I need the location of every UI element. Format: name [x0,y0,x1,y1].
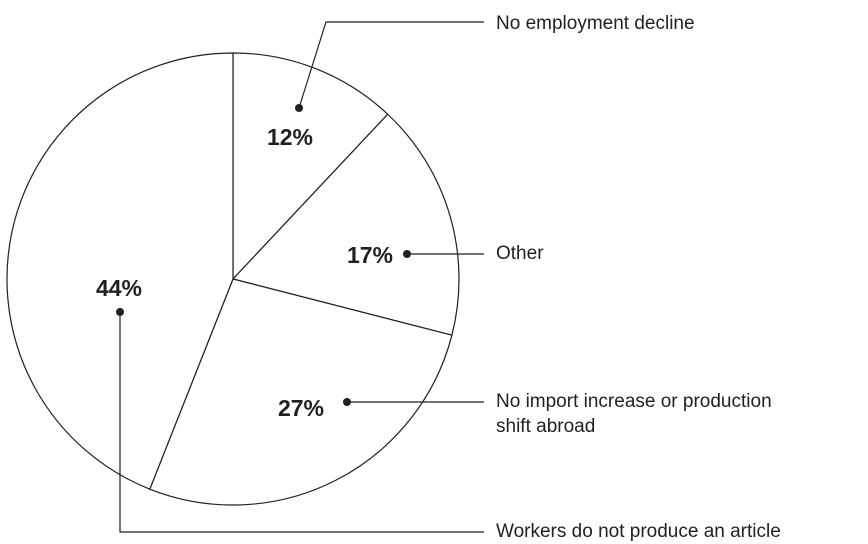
value-label-no-employment-decline: 12% [267,124,313,150]
value-label-no-import-increase: 27% [278,395,324,421]
category-label-no-employment-decline: No employment decline [496,13,695,34]
category-label-workers-do-not-produce: Workers do not produce an article [496,521,781,542]
category-label-other: Other [496,243,544,264]
pie-labels: 12% No employment decline 17% Other 27% No im… [96,13,781,542]
slice-workers-do-not-produce [6,52,234,490]
leader-dot-other [403,250,411,258]
value-label-workers-do-not-produce: 44% [96,275,142,301]
category-label-no-import-increase: No import increase or production shift ab… [496,391,772,437]
slice-other [231,113,460,336]
leader-dot-no-import-increase [343,398,351,406]
leader-line-workers-do-not-produce [119,312,484,533]
value-label-other: 17% [347,242,393,268]
leader-lines [116,21,484,533]
leader-line-no-employment-decline [298,21,484,109]
leader-dot-workers-do-not-produce [116,308,124,316]
slice-no-employment-decline [232,52,389,281]
leader-dot-no-employment-decline [295,104,303,112]
pie-slices [6,52,460,506]
slice-no-import-increase [149,278,453,506]
